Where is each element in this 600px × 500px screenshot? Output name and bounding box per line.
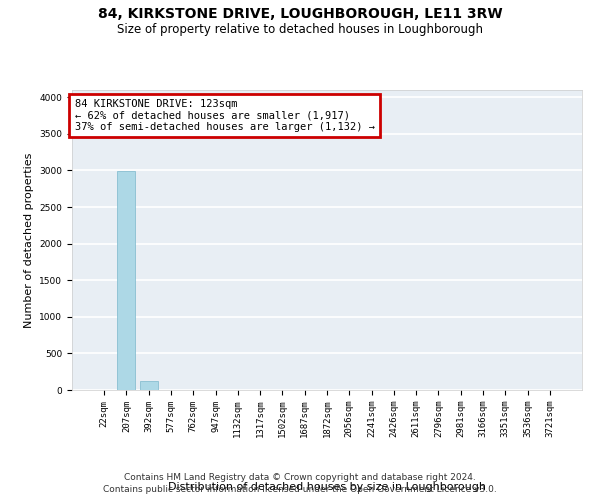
Text: Contains HM Land Registry data © Crown copyright and database right 2024.
Contai: Contains HM Land Registry data © Crown c… xyxy=(103,472,497,494)
Y-axis label: Number of detached properties: Number of detached properties xyxy=(24,152,34,328)
Bar xyxy=(140,381,158,390)
Text: 84 KIRKSTONE DRIVE: 123sqm
← 62% of detached houses are smaller (1,917)
37% of s: 84 KIRKSTONE DRIVE: 123sqm ← 62% of deta… xyxy=(74,99,374,132)
Text: 84, KIRKSTONE DRIVE, LOUGHBOROUGH, LE11 3RW: 84, KIRKSTONE DRIVE, LOUGHBOROUGH, LE11 … xyxy=(98,8,502,22)
Bar xyxy=(118,171,136,390)
Text: Distribution of detached houses by size in Loughborough: Distribution of detached houses by size … xyxy=(168,482,486,492)
Text: Size of property relative to detached houses in Loughborough: Size of property relative to detached ho… xyxy=(117,22,483,36)
